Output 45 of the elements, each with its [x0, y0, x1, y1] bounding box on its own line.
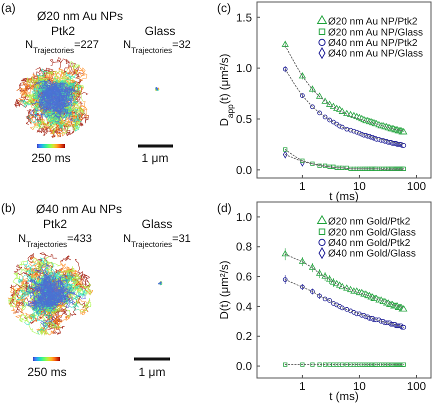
- text: (b): [1, 201, 16, 215]
- text: Ø20 nm Au NPs: [36, 9, 124, 23]
- y-tick-label: 0.6: [236, 272, 252, 284]
- y-tick-label: 1.0: [236, 212, 252, 224]
- text: 1 μm: [138, 365, 166, 379]
- x-tick-label: 1: [299, 381, 306, 393]
- x-tick-label: 10: [353, 181, 366, 193]
- y-tick-label: 0.2: [236, 331, 252, 344]
- text: Glass: [144, 24, 176, 38]
- x-axis-title: t (ms): [329, 191, 359, 203]
- text: Ptk2: [50, 24, 76, 38]
- text: (d): [217, 201, 232, 215]
- x-axis-title: t (ms): [329, 391, 359, 403]
- legend-label: Ø40 nm Gold/Ptk2: [328, 238, 411, 249]
- legend-label: Ø20 nm Gold/Ptk2: [328, 216, 411, 228]
- y-tick-label: 1.5: [236, 12, 252, 24]
- legend-label: Ø40 nm Au NP/Ptk2: [328, 38, 418, 49]
- text: 1 μm: [142, 151, 168, 165]
- legend-label: Ø40 nm Gold/Glass: [328, 248, 416, 260]
- y-tick-label: 0.0: [236, 164, 252, 177]
- x-tick-label: 100: [406, 181, 426, 193]
- x-tick-label: 100: [406, 381, 426, 393]
- y-tick-label: 0.4: [236, 301, 253, 314]
- legend-label: Ø20 nm Gold/Glass: [328, 227, 416, 238]
- text: 250 ms: [31, 151, 71, 165]
- y-tick-label: 1.0: [236, 63, 252, 76]
- y-axis-title: D(t) (μm²/s): [219, 260, 231, 320]
- x-tick-label: 10: [353, 381, 366, 393]
- text: N$_{Trajectories}$=227: [25, 39, 99, 54]
- text: 250 ms: [27, 365, 67, 379]
- text: (a): [1, 1, 16, 15]
- text: Glass: [142, 217, 172, 231]
- legend-label: Ø20 nm Au NP/Glass: [328, 27, 424, 38]
- y-tick-label: 0.0: [236, 361, 252, 374]
- text: Ø40 nm Au NPs: [36, 202, 122, 216]
- text: Ptk2: [42, 217, 68, 231]
- x-tick-label: 1: [299, 181, 306, 193]
- text: N$_{Trajectories}$=31: [123, 233, 191, 248]
- legend-label: Ø20 nm Au NP/Ptk2: [328, 16, 418, 28]
- legend-label: Ø40 nm Au NP/Glass: [328, 48, 424, 60]
- text: N$_{Trajectories}$=32: [123, 39, 191, 54]
- text: N$_{Trajectories}$=433: [18, 233, 92, 248]
- y-tick-label: 0.5: [236, 114, 252, 126]
- y-tick-label: 0.8: [236, 242, 252, 254]
- text: (c): [217, 1, 231, 15]
